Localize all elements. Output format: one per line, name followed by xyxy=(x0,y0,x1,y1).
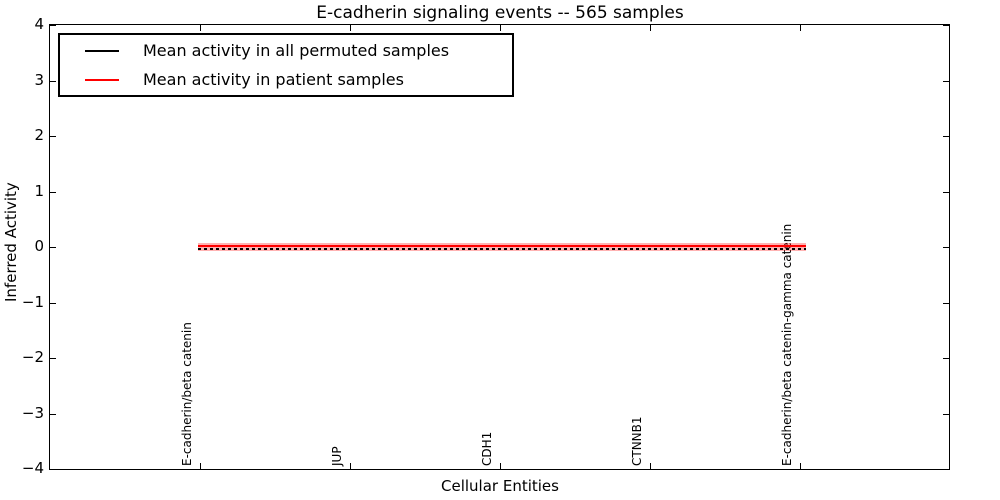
x-tick-label: CTNNB1 xyxy=(630,416,644,466)
x-axis-label: Cellular Entities xyxy=(441,477,559,495)
x-tick-top xyxy=(500,25,501,31)
y-tick-left xyxy=(50,25,56,26)
y-tick-label: 2 xyxy=(34,126,44,144)
legend-box: Mean activity in all permuted samples Me… xyxy=(58,33,514,97)
legend-label-patient: Mean activity in patient samples xyxy=(143,70,404,89)
y-tick-label: −3 xyxy=(21,404,44,422)
y-tick-left xyxy=(50,358,56,359)
y-tick-right xyxy=(943,81,949,82)
x-tick-bottom xyxy=(650,463,651,469)
y-tick-left xyxy=(50,136,56,137)
patient-mean-line xyxy=(198,245,806,247)
y-tick-left xyxy=(50,247,56,248)
y-tick-label: 0 xyxy=(34,237,44,255)
y-tick-right xyxy=(943,192,949,193)
y-tick-label: −4 xyxy=(21,459,44,477)
patient-line-swatch xyxy=(85,78,119,81)
y-tick-right xyxy=(943,25,949,26)
x-tick-top xyxy=(800,25,801,31)
y-tick-right xyxy=(943,247,949,248)
x-tick-label: JUP xyxy=(330,446,344,466)
y-tick-right xyxy=(943,303,949,304)
x-tick-label: E-cadherin/beta catenin xyxy=(180,322,194,466)
y-tick-left xyxy=(50,192,56,193)
x-tick-label: CDH1 xyxy=(480,431,494,466)
y-tick-label: 1 xyxy=(34,182,44,200)
y-tick-label: 4 xyxy=(34,15,44,33)
y-tick-label: −1 xyxy=(21,293,44,311)
x-tick-top xyxy=(650,25,651,31)
y-tick-right xyxy=(943,136,949,137)
y-tick-right xyxy=(943,469,949,470)
legend-label-permuted: Mean activity in all permuted samples xyxy=(143,41,450,60)
legend-entry-permuted: Mean activity in all permuted samples xyxy=(60,36,512,65)
y-tick-left xyxy=(50,303,56,304)
permuted-mean-line xyxy=(198,248,806,250)
x-tick-bottom xyxy=(800,463,801,469)
y-tick-left xyxy=(50,414,56,415)
x-tick-bottom xyxy=(200,463,201,469)
chart-title: E-cadherin signaling events -- 565 sampl… xyxy=(316,3,684,23)
legend-entry-patient: Mean activity in patient samples xyxy=(60,65,512,94)
patient-std-band xyxy=(198,243,806,251)
x-tick-bottom xyxy=(350,463,351,469)
y-tick-label: −2 xyxy=(21,348,44,366)
plot-area: Mean activity in all permuted samples Me… xyxy=(49,24,950,470)
permuted-line-swatch xyxy=(85,49,119,52)
x-tick-top xyxy=(350,25,351,31)
x-tick-label: E-cadherin/beta catenin-gamma catenin xyxy=(780,223,794,466)
y-tick-left xyxy=(50,469,56,470)
y-tick-right xyxy=(943,358,949,359)
y-tick-right xyxy=(943,414,949,415)
y-tick-left xyxy=(50,81,56,82)
x-tick-top xyxy=(200,25,201,31)
y-tick-label: 3 xyxy=(34,71,44,89)
x-tick-bottom xyxy=(500,463,501,469)
